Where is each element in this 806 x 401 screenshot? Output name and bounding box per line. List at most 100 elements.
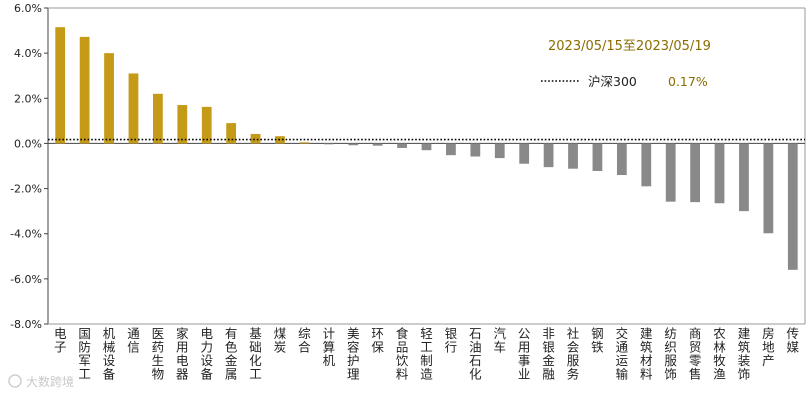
category-label: 石油石化: [469, 326, 482, 382]
y-tick-label: -8.0%: [10, 318, 42, 331]
category-char: 贸: [689, 340, 702, 355]
category-char: 军: [78, 353, 91, 368]
category-char: 食: [396, 326, 409, 341]
category-char: 织: [664, 340, 677, 355]
category-char: 通: [616, 340, 629, 355]
category-char: 金: [225, 353, 238, 368]
category-char: 饰: [738, 367, 751, 382]
category-char: 力: [200, 340, 213, 355]
category-label: 建筑装饰: [738, 326, 751, 382]
bar: [226, 123, 237, 144]
category-label: 家用电器: [176, 326, 189, 382]
bar: [104, 53, 114, 144]
category-char: 电: [54, 326, 67, 341]
category-char: 零: [689, 353, 702, 368]
category-char: 有: [225, 326, 238, 341]
category-char: 房: [762, 326, 775, 341]
category-char: 家: [176, 326, 189, 341]
category-char: 防: [78, 340, 91, 355]
category-char: 媒: [787, 340, 800, 355]
category-label: 计算机: [323, 326, 336, 368]
legend-value: 0.17%: [668, 74, 708, 89]
category-label: 交通运输: [616, 326, 629, 382]
y-tick-label: 4.0%: [14, 47, 42, 60]
category-char: 纺: [664, 326, 677, 341]
category-char: 会: [567, 340, 580, 355]
category-char: 护: [347, 353, 360, 368]
category-char: 医: [152, 326, 165, 341]
category-label: 汽车: [494, 326, 507, 355]
category-char: 融: [542, 367, 555, 382]
bar: [494, 143, 505, 159]
category-label: 医药生物: [152, 326, 165, 382]
category-char: 传: [787, 326, 800, 341]
category-label: 轻工制造: [420, 326, 433, 382]
category-char: 础: [249, 340, 262, 355]
category-label: 传媒: [787, 326, 800, 355]
category-char: 筑: [738, 340, 751, 355]
category-char: 用: [176, 340, 189, 355]
category-char: 环: [371, 326, 384, 341]
category-label: 食品饮料: [396, 326, 409, 382]
bar: [763, 143, 774, 234]
category-label: 房地产: [762, 326, 775, 368]
category-label: 纺织服饰: [664, 326, 677, 382]
category-char: 行: [445, 340, 458, 355]
x-tick-labels: 电子国防军工机械设备通信医药生物家用电器电力设备有色金属基础化工煤炭综合计算机美…: [54, 326, 800, 382]
category-char: 国: [78, 326, 91, 341]
bars: [55, 27, 798, 270]
category-char: 器: [176, 367, 189, 382]
category-label: 通信: [127, 326, 140, 355]
category-char: 汽: [494, 326, 507, 341]
legend: 沪深300 0.17%: [541, 74, 708, 89]
category-label: 机械设备: [103, 326, 116, 382]
category-char: 信: [127, 340, 140, 355]
category-char: 综: [298, 326, 311, 341]
legend-label: 沪深300: [588, 74, 637, 89]
category-label: 非银金融: [542, 326, 555, 382]
category-char: 产: [762, 353, 775, 368]
bar: [690, 143, 700, 203]
category-char: 料: [396, 367, 409, 382]
category-label: 国防军工: [78, 326, 91, 382]
bar: [128, 73, 139, 144]
category-char: 交: [616, 326, 629, 341]
bar: [641, 143, 652, 187]
category-char: 制: [420, 353, 433, 368]
category-label: 美容护理: [347, 326, 360, 382]
category-char: 色: [225, 340, 238, 355]
bar: [519, 143, 530, 164]
category-char: 药: [152, 340, 165, 355]
category-char: 农: [713, 326, 726, 341]
category-char: 通: [127, 326, 140, 341]
category-char: 容: [347, 340, 360, 355]
category-char: 合: [298, 340, 311, 355]
bar: [787, 143, 798, 270]
bar: [299, 142, 310, 144]
bar: [201, 106, 212, 144]
category-char: 电: [176, 353, 189, 368]
category-char: 化: [469, 367, 482, 382]
category-char: 机: [103, 326, 116, 341]
category-char: 理: [347, 367, 360, 382]
category-char: 银: [445, 326, 458, 341]
category-char: 煤: [274, 326, 287, 341]
bar: [739, 143, 749, 212]
category-char: 美: [347, 326, 360, 341]
category-char: 筑: [640, 340, 653, 355]
category-label: 商贸零售: [689, 326, 702, 382]
category-label: 煤炭: [274, 326, 287, 355]
bar: [397, 143, 407, 148]
y-tick-label: -4.0%: [10, 228, 42, 241]
category-char: 车: [494, 340, 507, 355]
category-char: 金: [542, 353, 555, 368]
category-label: 银行: [445, 326, 458, 355]
category-char: 运: [616, 353, 629, 368]
bar: [616, 143, 627, 176]
bar: [79, 36, 90, 144]
category-label: 综合: [298, 326, 311, 355]
category-char: 备: [103, 367, 116, 382]
category-char: 公: [518, 326, 531, 341]
category-char: 饰: [664, 367, 677, 382]
category-char: 非: [542, 326, 555, 341]
